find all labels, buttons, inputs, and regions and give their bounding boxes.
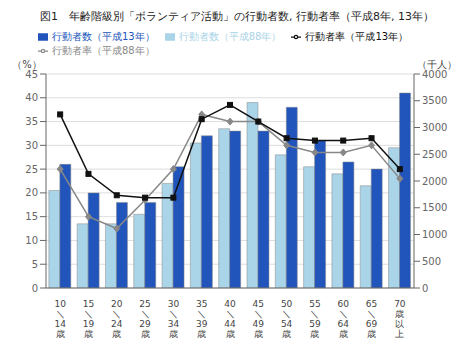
svg-text:50＼54歳: 50＼54歳 (281, 299, 293, 339)
html-text:行動者数（平成88年）: 行動者数（平成88年） (178, 31, 282, 42)
svg-text:5: 5 (32, 259, 38, 270)
svg-text:2000: 2000 (422, 176, 447, 187)
html-text:図1 年齢階級別「ボランティア活動」の行動者数, 行動者率（: 図1 年齢階級別「ボランティア活動」の行動者数, 行動者率（平成8年, 13年） (40, 10, 434, 23)
svg-text:1500: 1500 (422, 202, 447, 213)
svg-text:25＼29歳: 25＼29歳 (139, 299, 151, 339)
svg-text:65＼69歳: 65＼69歳 (366, 299, 378, 339)
svg-text:1000: 1000 (422, 229, 447, 240)
svg-text:35: 35 (25, 116, 38, 127)
svg-text:20: 20 (25, 187, 38, 198)
svg-text:40＼44歳: 40＼44歳 (224, 299, 236, 339)
svg-text:20＼24歳: 20＼24歳 (111, 299, 123, 339)
svg-text:（%）: （%） (12, 59, 42, 70)
svg-text:30＼34歳: 30＼34歳 (168, 299, 180, 339)
html-text:行動者率（平成13年）: 行動者率（平成13年） (305, 31, 409, 42)
svg-text:40: 40 (25, 92, 38, 103)
svg-text:2500: 2500 (422, 149, 447, 160)
svg-text:4000: 4000 (422, 69, 447, 80)
svg-text:0: 0 (422, 283, 428, 294)
svg-text:10: 10 (25, 235, 38, 246)
html-text:行動者数（平成13年）: 行動者数（平成13年） (52, 31, 155, 42)
svg-text:15: 15 (25, 211, 38, 222)
svg-text:0: 0 (32, 283, 38, 294)
svg-text:30: 30 (25, 140, 38, 151)
svg-text:55＼59歳: 55＼59歳 (309, 299, 321, 339)
svg-text:25: 25 (25, 164, 38, 175)
svg-text:45＼49歳: 45＼49歳 (253, 299, 265, 339)
svg-text:45: 45 (25, 69, 38, 80)
svg-text:500: 500 (422, 256, 441, 267)
svg-text:35＼39歳: 35＼39歳 (196, 299, 208, 339)
svg-text:15＼19歳: 15＼19歳 (83, 299, 95, 339)
svg-text:10＼14歳: 10＼14歳 (54, 299, 66, 339)
html-text:行動者率（平成88年）: 行動者率（平成88年） (52, 45, 155, 56)
svg-text:3500: 3500 (422, 95, 447, 106)
svg-text:60＼64歳: 60＼64歳 (338, 299, 350, 339)
svg-text:（千人）: （千人） (417, 59, 457, 70)
svg-text:70歳以上: 70歳以上 (394, 299, 406, 339)
svg-text:3000: 3000 (422, 122, 447, 133)
